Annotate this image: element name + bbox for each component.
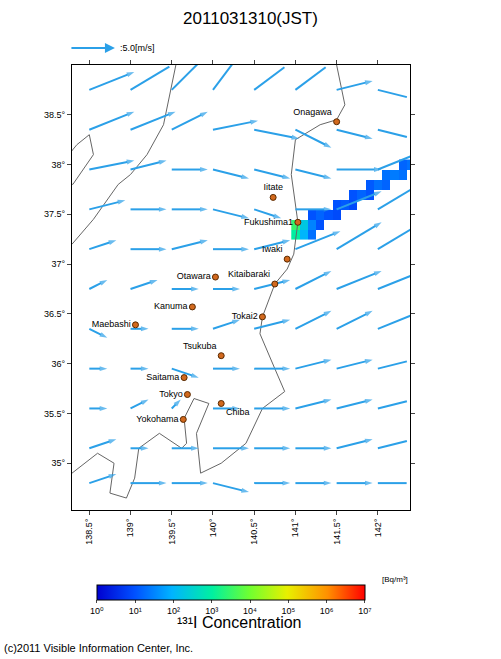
svg-text:36.5°: 36.5° xyxy=(44,309,66,319)
svg-text:Fukushima1: Fukushima1 xyxy=(244,217,293,227)
svg-text:141.5°: 141.5° xyxy=(332,518,342,545)
svg-text:Tsukuba: Tsukuba xyxy=(183,341,217,351)
svg-text:142°: 142° xyxy=(373,518,383,537)
svg-text:[Bq/m³]: [Bq/m³] xyxy=(382,575,408,584)
svg-text:Chiba: Chiba xyxy=(226,407,250,417)
svg-text:37.5°: 37.5° xyxy=(44,209,66,219)
svg-text:Maebashi: Maebashi xyxy=(92,319,131,329)
svg-text:38.5°: 38.5° xyxy=(44,110,66,120)
svg-text:37°: 37° xyxy=(52,259,66,269)
svg-text:¹³¹I Concentration: ¹³¹I Concentration xyxy=(177,614,302,631)
svg-text:140.5°: 140.5° xyxy=(249,518,259,545)
svg-text:Onagawa: Onagawa xyxy=(293,107,332,117)
svg-text:10⁶: 10⁶ xyxy=(320,606,334,616)
svg-text:139°: 139° xyxy=(125,518,135,537)
svg-text:10²: 10² xyxy=(167,606,180,616)
svg-text:10⁵: 10⁵ xyxy=(281,606,295,616)
svg-text:10⁷: 10⁷ xyxy=(358,606,371,616)
svg-text:10¹: 10¹ xyxy=(129,606,142,616)
svg-text:Kitaibaraki: Kitaibaraki xyxy=(228,269,270,279)
svg-text:(c)2011 Visible Information Ce: (c)2011 Visible Information Center, Inc. xyxy=(4,642,193,654)
svg-text:Tokai2: Tokai2 xyxy=(232,311,258,321)
svg-text:36°: 36° xyxy=(52,359,66,369)
svg-text:Iwaki: Iwaki xyxy=(262,244,283,254)
svg-text:38°: 38° xyxy=(52,160,66,170)
svg-text:10⁰: 10⁰ xyxy=(90,606,104,616)
svg-text:Iitate: Iitate xyxy=(263,182,283,192)
svg-text:140°: 140° xyxy=(208,518,218,537)
svg-text:Kanuma: Kanuma xyxy=(154,301,188,311)
svg-text:139.5°: 139.5° xyxy=(167,518,177,545)
svg-text:10⁴: 10⁴ xyxy=(243,606,257,616)
svg-text:10³: 10³ xyxy=(205,606,218,616)
svg-text:2011031310(JST): 2011031310(JST) xyxy=(183,9,318,28)
svg-text:Yokohama: Yokohama xyxy=(136,414,178,424)
svg-text:35°: 35° xyxy=(52,458,66,468)
svg-text:Tokyo: Tokyo xyxy=(159,389,183,399)
svg-text:138.5°: 138.5° xyxy=(84,518,94,545)
svg-text:Saitama: Saitama xyxy=(146,372,179,382)
svg-text::5.0[m/s]: :5.0[m/s] xyxy=(120,43,155,53)
svg-text:Otawara: Otawara xyxy=(177,271,211,281)
svg-text:141°: 141° xyxy=(290,518,300,537)
svg-text:35.5°: 35.5° xyxy=(44,409,66,419)
